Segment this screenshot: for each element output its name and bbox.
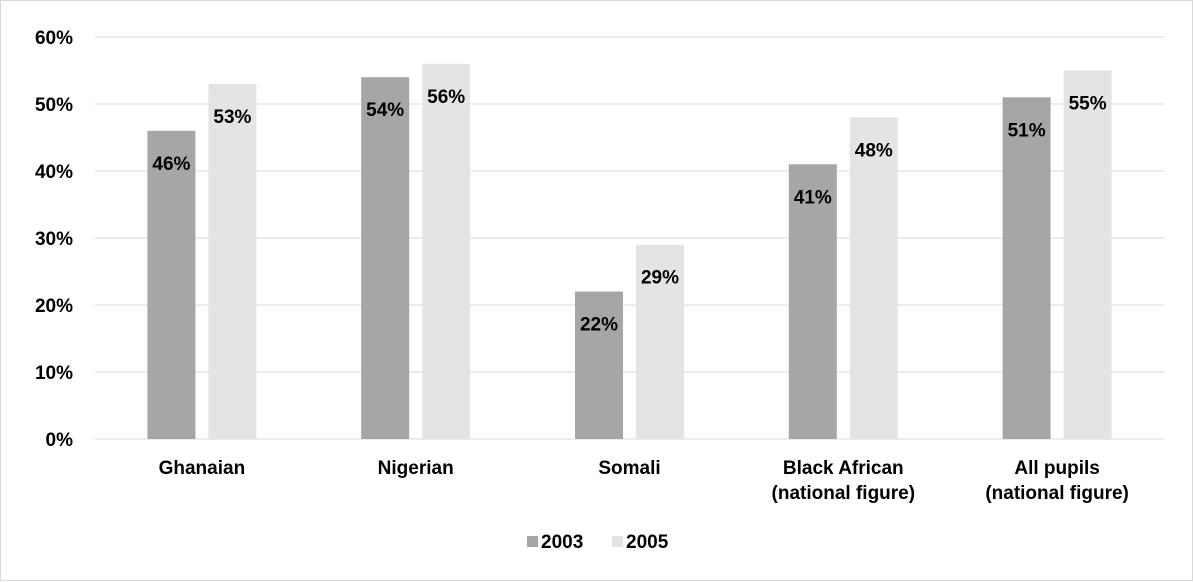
bars [147, 63, 1112, 440]
y-tick-label: 60% [35, 28, 73, 49]
bar-2005-1 [422, 63, 471, 440]
y-tick-label: 30% [35, 229, 73, 250]
legend-swatch-2005 [612, 536, 623, 547]
data-label-2005-3: 48% [855, 140, 893, 161]
data-label-2003-1: 54% [366, 100, 404, 121]
bar-2005-2 [636, 244, 684, 439]
y-tick-label: 0% [46, 430, 74, 451]
bar-2003-3 [788, 164, 837, 440]
y-tick-label: 40% [35, 162, 73, 183]
x-category-label: (national figure) [772, 483, 916, 504]
y-tick-label: 20% [35, 296, 73, 317]
x-category-label: Somali [598, 458, 660, 479]
legend-label-2005: 2005 [626, 532, 669, 553]
data-label-2003-2: 22% [580, 315, 618, 336]
y-tick-label: 50% [35, 95, 73, 116]
gridlines [95, 36, 1164, 440]
bar-2003-4 [1002, 97, 1051, 440]
bar-2003-0 [147, 130, 196, 440]
legend: 2003 2005 [527, 532, 669, 553]
data-labels: 46% 53% 54% 56% 22% 29% 41% 48% 51% 55% [152, 87, 1106, 336]
x-axis-categories: Ghanaian Nigerian Somali Black African (nati… [159, 458, 1129, 504]
y-axis-ticks: 0% 10% 20% 30% 40% 50% 60% [35, 28, 73, 451]
x-category-label: Ghanaian [159, 458, 246, 479]
bar-2005-3 [849, 117, 898, 440]
bar-2003-1 [361, 77, 410, 439]
x-category-label: All pupils [1014, 458, 1100, 479]
bar-2005-0 [208, 83, 257, 440]
x-category-label: Black African [783, 458, 904, 479]
data-label-2005-1: 56% [427, 87, 465, 108]
x-category-label: Nigerian [378, 458, 454, 479]
x-category-label: (national figure) [985, 483, 1129, 504]
data-label-2003-0: 46% [152, 154, 190, 175]
data-label-2005-4: 55% [1069, 94, 1107, 115]
data-label-2003-3: 41% [794, 187, 832, 208]
data-label-2005-0: 53% [213, 107, 251, 128]
legend-swatch-2003 [527, 536, 538, 547]
y-tick-label: 10% [35, 363, 73, 384]
legend-label-2003: 2003 [541, 532, 583, 553]
data-label-2005-2: 29% [641, 268, 679, 289]
data-label-2003-4: 51% [1008, 120, 1046, 141]
bar-2005-4 [1063, 70, 1112, 439]
bar-2003-2 [575, 291, 623, 439]
